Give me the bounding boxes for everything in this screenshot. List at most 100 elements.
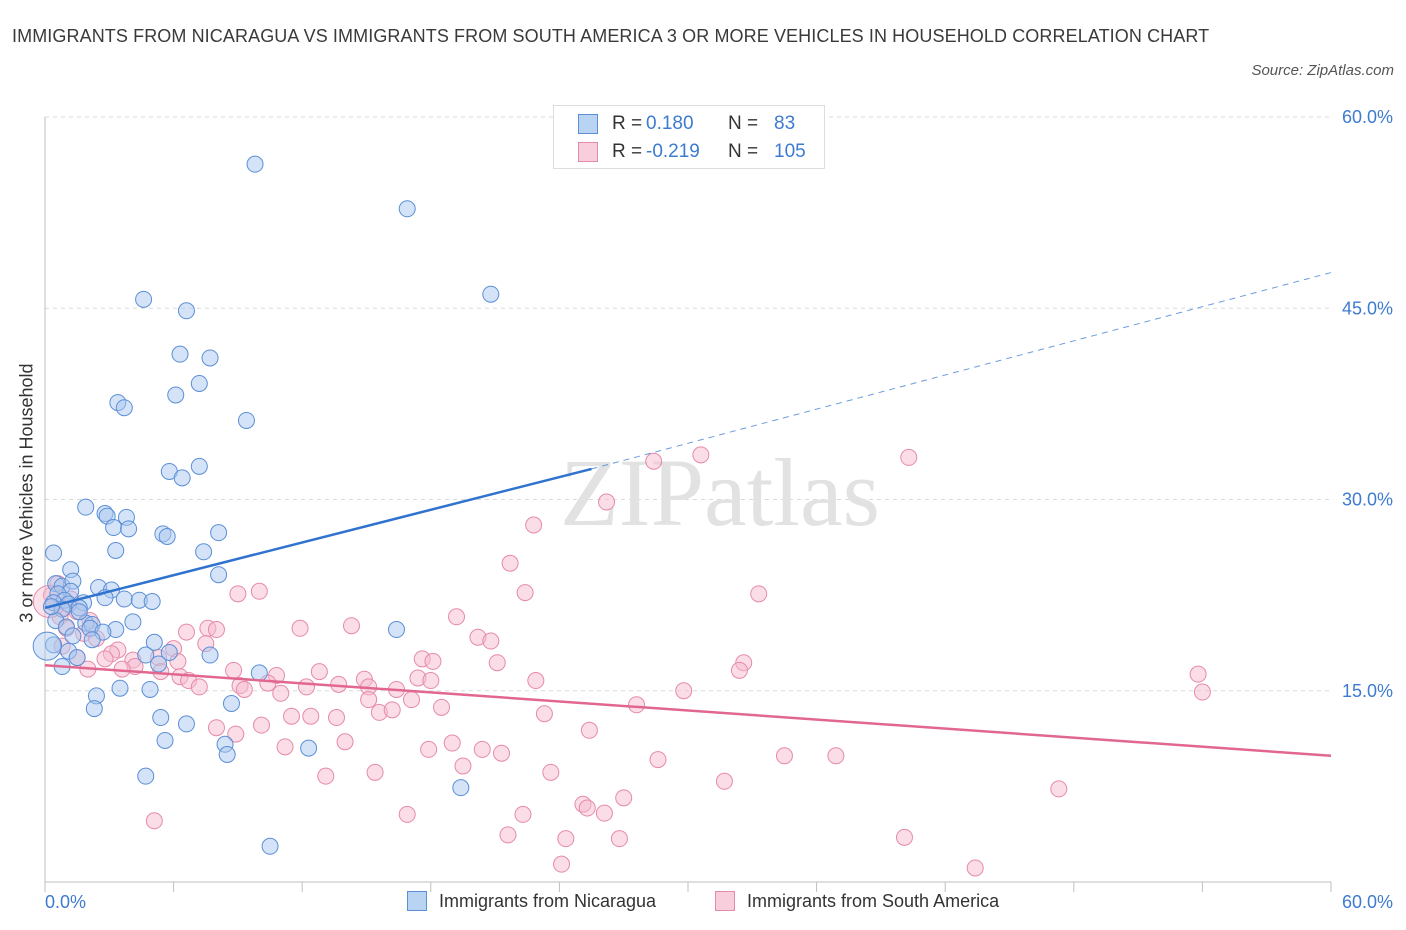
- data-point-south-america: [250, 582, 268, 600]
- data-point-nicaragua: [452, 779, 470, 797]
- data-point-nicaragua: [160, 644, 178, 661]
- data-point-south-america: [645, 452, 663, 470]
- axes: [44, 117, 1332, 892]
- data-point-nicaragua: [210, 566, 228, 584]
- data-point-south-america: [448, 608, 466, 626]
- trend-lines: [44, 272, 1332, 758]
- data-point-south-america: [527, 672, 545, 690]
- data-point-south-america: [398, 805, 416, 823]
- data-point-south-america: [342, 617, 360, 635]
- data-point-nicaragua: [68, 649, 86, 667]
- data-point-nicaragua: [115, 590, 133, 608]
- data-point-nicaragua: [482, 285, 500, 303]
- bottom-legend-nicaragua: Immigrants from Nicaragua: [407, 888, 656, 914]
- data-point-nicaragua: [137, 646, 155, 664]
- data-point-nicaragua: [250, 664, 268, 682]
- data-point-south-america: [433, 698, 451, 716]
- data-point-south-america: [895, 828, 913, 846]
- data-point-south-america: [525, 516, 543, 534]
- legend-n-label: N =: [728, 113, 759, 134]
- legend-r-value: 0.180: [646, 113, 694, 134]
- data-point-nicaragua: [105, 519, 123, 537]
- data-point-south-america: [420, 740, 438, 758]
- data-point-nicaragua: [190, 457, 208, 475]
- data-point-nicaragua: [222, 695, 240, 712]
- tick-labels: 15.0% 30.0% 45.0% 60.0% 0.0% 60.0%: [45, 107, 1393, 912]
- data-point-south-america: [1189, 665, 1207, 683]
- bottom-legend-swatch-pink: [715, 891, 735, 911]
- data-point-nicaragua: [190, 374, 208, 392]
- data-point-nicaragua: [77, 498, 95, 516]
- data-point-nicaragua: [173, 469, 191, 487]
- data-point-south-america: [900, 448, 918, 466]
- data-point-south-america: [383, 701, 401, 719]
- bottom-legend-label: Immigrants from Nicaragua: [439, 890, 657, 911]
- trend-line-south-america: [44, 664, 1332, 758]
- data-point-south-america: [454, 757, 472, 775]
- legend-r-label: R =: [612, 113, 643, 134]
- x-tick-label: 60.0%: [1342, 892, 1393, 912]
- watermark: ZIPatlas: [560, 439, 880, 546]
- data-point-south-america: [96, 650, 114, 668]
- data-point-nicaragua: [195, 543, 213, 561]
- bottom-legend-south-america: Immigrants from South America: [715, 888, 999, 914]
- data-point-south-america: [272, 684, 290, 702]
- data-point-south-america: [297, 678, 315, 696]
- data-point-south-america: [598, 493, 616, 511]
- data-point-south-america: [675, 682, 693, 700]
- bottom-legend-label: Immigrants from South America: [747, 890, 1000, 911]
- data-point-nicaragua: [83, 631, 101, 649]
- data-point-nicaragua: [137, 767, 155, 785]
- data-point-south-america: [628, 696, 646, 714]
- data-point-south-america: [317, 767, 335, 785]
- data-point-south-america: [578, 799, 596, 817]
- chart-title: IMMIGRANTS FROM NICARAGUA VS IMMIGRANTS …: [12, 26, 1210, 46]
- data-point-south-america: [422, 672, 440, 690]
- data-point-south-america: [482, 632, 500, 650]
- data-point-nicaragua: [32, 631, 62, 661]
- data-point-south-america: [1050, 780, 1068, 798]
- y-tick-label: 15.0%: [1342, 681, 1393, 701]
- data-point-nicaragua: [107, 542, 125, 559]
- data-point-south-america: [276, 738, 294, 756]
- data-point-nicaragua: [201, 349, 219, 367]
- data-point-south-america: [403, 691, 421, 709]
- data-point-south-america: [649, 751, 667, 769]
- trend-line-nicaragua-projection: [591, 272, 1332, 470]
- data-point-nicaragua: [237, 411, 255, 429]
- data-point-nicaragua: [120, 520, 138, 538]
- data-point-south-america: [516, 584, 534, 602]
- data-point-south-america: [535, 705, 553, 723]
- x-tick-label: 0.0%: [45, 892, 86, 912]
- data-point-nicaragua: [145, 633, 163, 651]
- data-point-south-america: [1193, 683, 1211, 701]
- data-point-south-america: [553, 855, 571, 873]
- data-point-nicaragua: [156, 731, 174, 749]
- data-point-south-america: [730, 661, 748, 679]
- data-point-nicaragua: [143, 593, 161, 610]
- data-point-south-america: [302, 707, 320, 725]
- data-point-nicaragua: [177, 715, 195, 733]
- data-point-nicaragua: [300, 739, 318, 757]
- data-point-nicaragua: [388, 621, 406, 639]
- data-point-south-america: [366, 763, 384, 781]
- bottom-legend-swatch-blue: [407, 891, 427, 911]
- data-point-nicaragua: [261, 837, 279, 855]
- data-point-nicaragua: [150, 655, 168, 673]
- data-point-south-america: [310, 663, 328, 681]
- legend-r-label: R =: [612, 141, 643, 162]
- data-point-south-america: [775, 747, 793, 765]
- data-point-nicaragua: [167, 386, 185, 404]
- data-point-nicaragua: [177, 302, 195, 320]
- correlation-legend: R = 0.180 N = 83 R = -0.219 N = 105: [553, 105, 825, 169]
- series-nicaragua: [32, 155, 500, 855]
- data-point-south-america: [443, 734, 461, 752]
- data-point-south-america: [291, 619, 309, 637]
- y-axis-label: 3 or more Vehicles in Household: [16, 363, 37, 623]
- data-point-nicaragua: [115, 399, 133, 417]
- legend-row-nicaragua: R = 0.180 N = 83: [578, 111, 795, 137]
- data-point-nicaragua: [201, 646, 219, 664]
- data-point-south-america: [557, 830, 575, 848]
- data-point-south-america: [501, 554, 519, 572]
